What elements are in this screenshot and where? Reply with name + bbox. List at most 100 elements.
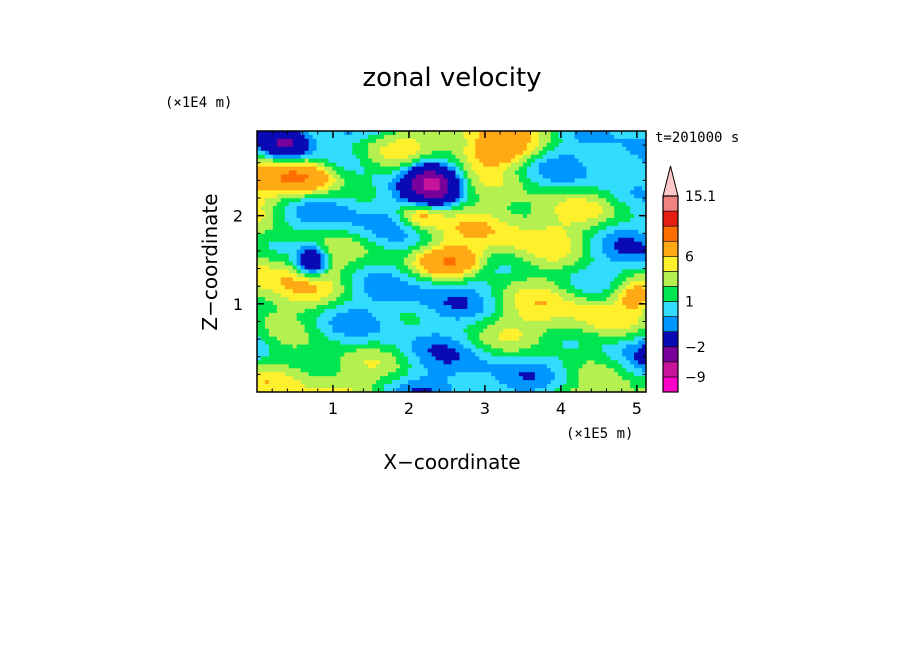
heatmap-cell <box>264 237 270 243</box>
heatmap-cell <box>320 166 326 172</box>
heatmap-cell <box>630 269 635 274</box>
heatmap-cell <box>328 261 334 267</box>
heatmap-cell <box>526 194 532 199</box>
heatmap-cell <box>435 265 441 270</box>
heatmap-cell <box>463 154 468 160</box>
heatmap-cell <box>439 166 445 172</box>
heatmap-cell <box>455 277 461 282</box>
heatmap-cell <box>634 320 639 326</box>
heatmap-cell <box>526 297 532 302</box>
heatmap-cell <box>356 269 361 274</box>
heatmap-cell <box>423 202 429 207</box>
heatmap-cell <box>455 131 461 136</box>
heatmap-cell <box>364 241 369 247</box>
heatmap-cell <box>443 194 449 199</box>
heatmap-cell <box>451 253 457 259</box>
heatmap-cell <box>276 131 282 136</box>
heatmap-cell <box>395 174 401 180</box>
heatmap-cell <box>380 249 385 255</box>
heatmap-cell <box>518 265 524 270</box>
heatmap-cell <box>598 241 603 247</box>
heatmap-cell <box>336 269 341 274</box>
heatmap-cell <box>594 202 599 207</box>
heatmap-cell <box>411 316 417 322</box>
heatmap-cell <box>574 146 580 152</box>
heatmap-cell <box>562 320 568 326</box>
heatmap-cell <box>606 170 611 176</box>
heatmap-cell <box>324 158 330 164</box>
heatmap-cell <box>415 162 421 168</box>
heatmap-cell <box>368 289 373 294</box>
heatmap-cell <box>622 174 627 180</box>
heatmap-cell <box>626 138 631 144</box>
heatmap-cell <box>606 131 611 136</box>
heatmap-cell <box>630 301 635 306</box>
heatmap-cell <box>471 206 476 211</box>
heatmap-cell <box>499 158 504 164</box>
heatmap-cell <box>344 206 349 211</box>
heatmap-cell <box>522 218 528 223</box>
heatmap-cell <box>372 285 377 290</box>
heatmap-cell <box>352 194 357 199</box>
heatmap-cell <box>272 328 278 334</box>
heatmap-cell <box>439 174 445 180</box>
heatmap-cell <box>471 131 476 136</box>
heatmap-cell <box>360 261 365 267</box>
heatmap-cell <box>384 245 389 251</box>
heatmap-cell <box>634 257 639 263</box>
heatmap-cell <box>336 134 341 140</box>
heatmap-cell <box>642 225 646 231</box>
heatmap-cell <box>296 190 302 195</box>
heatmap-cell <box>511 308 516 314</box>
heatmap-cell <box>352 138 357 144</box>
heatmap-cell <box>590 245 595 251</box>
heatmap-cell <box>515 297 520 302</box>
heatmap-cell <box>280 301 286 306</box>
heatmap-cell <box>487 241 492 247</box>
heatmap-cell <box>522 281 528 286</box>
heatmap-cell <box>550 202 556 207</box>
heatmap-cell <box>614 285 619 290</box>
heatmap-cell <box>594 182 599 187</box>
heatmap-cell <box>288 261 294 267</box>
heatmap-cell <box>626 293 631 298</box>
heatmap-cell <box>566 138 572 144</box>
heatmap-cell <box>284 301 290 306</box>
heatmap-cell <box>257 150 262 156</box>
heatmap-cell <box>546 225 552 231</box>
heatmap-cell <box>558 308 564 314</box>
heatmap-cell <box>558 225 564 231</box>
heatmap-cell <box>491 202 496 207</box>
heatmap-cell <box>546 324 552 330</box>
heatmap-cell <box>538 150 544 156</box>
heatmap-cell <box>348 131 353 136</box>
heatmap-cell <box>304 170 310 176</box>
heatmap-cell <box>566 225 572 231</box>
heatmap-cell <box>582 277 588 282</box>
heatmap-cell <box>451 206 457 211</box>
heatmap-cell <box>586 285 592 290</box>
heatmap-cell <box>515 206 520 211</box>
heatmap-cell <box>606 253 611 259</box>
heatmap-cell <box>562 154 568 160</box>
heatmap-cell <box>578 257 584 263</box>
heatmap-cell <box>316 174 322 180</box>
heatmap-cell <box>566 190 572 195</box>
heatmap-cell <box>348 210 353 215</box>
heatmap-cell <box>538 166 544 172</box>
heatmap-cell <box>526 312 532 318</box>
heatmap-cell <box>499 261 504 267</box>
heatmap-cell <box>562 214 568 219</box>
heatmap-cell <box>288 182 294 187</box>
heatmap-cell <box>308 146 314 152</box>
heatmap-cell <box>634 308 639 314</box>
heatmap-cell <box>526 249 532 255</box>
heatmap-cell <box>511 253 516 259</box>
heatmap-cell <box>638 289 643 294</box>
heatmap-cell <box>257 277 262 282</box>
heatmap-cell <box>384 210 389 215</box>
heatmap-cell <box>622 142 627 148</box>
heatmap-cell <box>574 190 580 195</box>
heatmap-cell <box>380 273 385 278</box>
